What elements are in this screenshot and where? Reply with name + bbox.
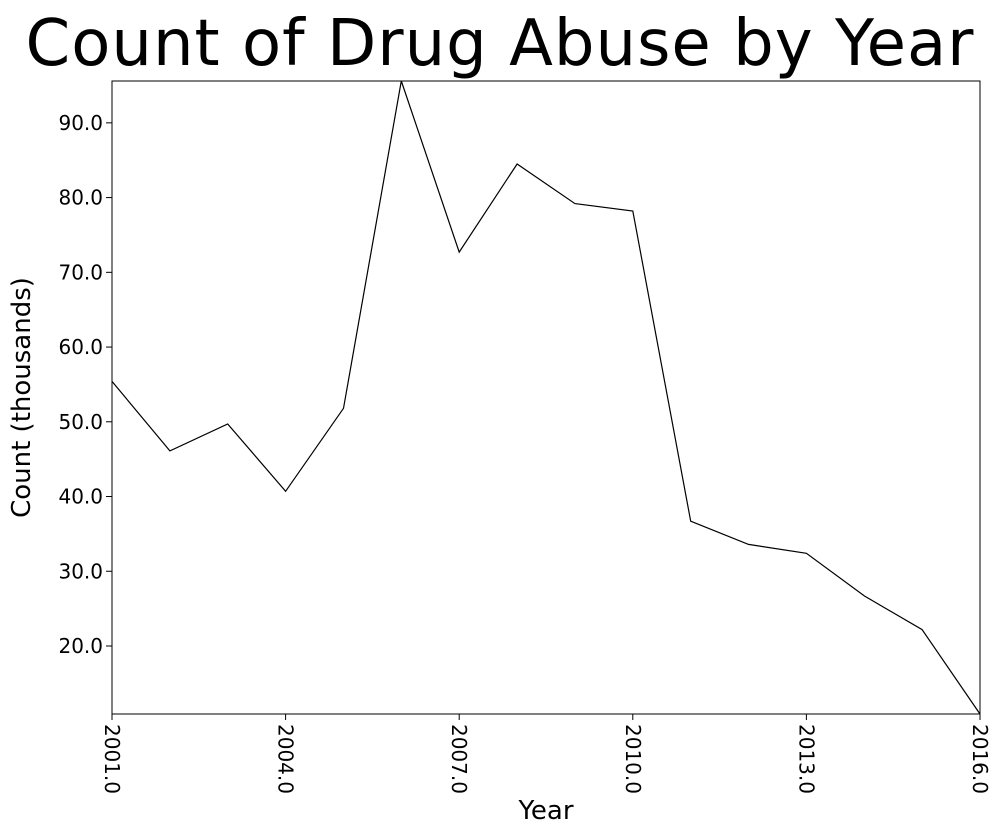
y-tick-label: 30.0 xyxy=(58,559,103,583)
x-tick-label: 2007.0 xyxy=(447,724,471,794)
y-tick-label: 80.0 xyxy=(58,186,103,210)
x-tick-label: 2010.0 xyxy=(621,724,645,794)
y-tick-label: 20.0 xyxy=(58,634,103,658)
y-tick-label: 90.0 xyxy=(58,111,103,135)
y-tick-label: 50.0 xyxy=(58,410,103,434)
chart-title: Count of Drug Abuse by Year xyxy=(25,7,975,81)
x-tick-label: 2001.0 xyxy=(100,724,124,794)
y-tick-label: 60.0 xyxy=(58,335,103,359)
x-tick-label: 2013.0 xyxy=(794,724,818,794)
x-tick-label: 2016.0 xyxy=(968,724,992,794)
data-points xyxy=(111,80,981,715)
plot-frame xyxy=(111,80,981,715)
x-axis: 2001.0 2004.0 2007.0 2010.0 2013.0 2016.0 xyxy=(100,714,992,794)
series-line xyxy=(111,80,981,715)
y-tick-label: 40.0 xyxy=(58,485,103,509)
y-tick-label: 70.0 xyxy=(58,260,103,284)
y-axis: 20.0 30.0 40.0 50.0 60.0 70.0 80.0 90.0 xyxy=(58,111,112,658)
x-axis-label: Year xyxy=(517,796,573,826)
x-tick-label: 2004.0 xyxy=(274,724,298,794)
y-axis-label: Count (thousands) xyxy=(7,277,37,518)
